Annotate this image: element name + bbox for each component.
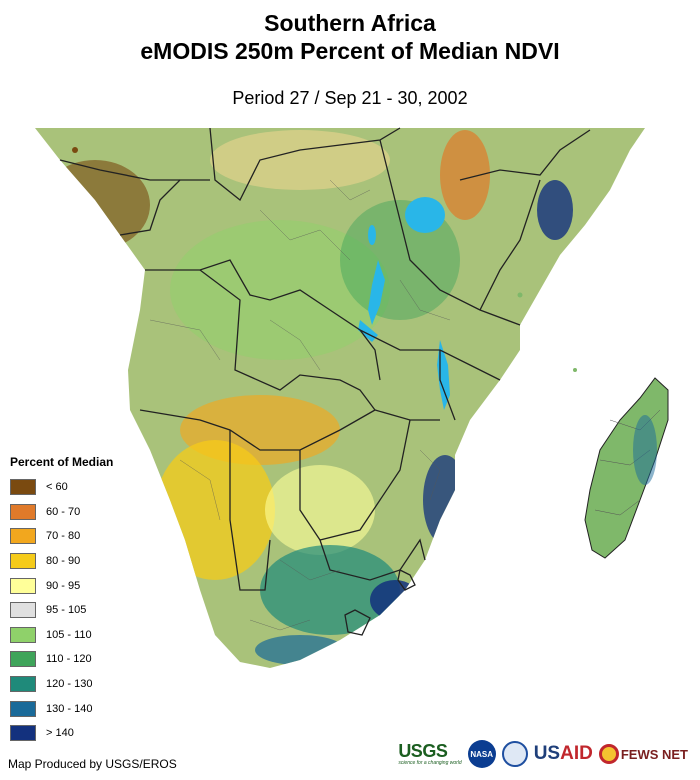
island-zanzibar [517,292,523,298]
legend-item: 90 - 95 [10,573,140,598]
legend-swatch [10,479,36,496]
legend-swatch [10,626,36,643]
ndvi-patch-east-highlands [440,130,490,220]
legend: Percent of Median < 60 60 - 70 70 - 80 80 -… [10,455,140,746]
legend-label: 105 - 110 [46,628,92,641]
legend-label: 130 - 140 [46,702,93,715]
partner-logos: USGS science for a changing world NASA U… [398,738,688,770]
ndvi-patch-north [210,130,390,190]
fews-globe-icon [598,744,619,764]
ndvi-patch-mozambique [423,455,467,545]
fews-net-text: FEWS NET [620,746,688,762]
ndvi-patch-west-coast [40,160,150,250]
legend-swatch [10,577,36,594]
legend-item: 70 - 80 [10,524,140,549]
legend-title: Percent of Median [10,455,114,469]
ndvi-map [0,120,700,760]
legend-swatch [10,700,36,717]
fews-net-logo: FEWS NET [598,744,688,764]
legend-swatch [10,503,36,520]
ndvi-patch-kenya-coast [537,180,573,240]
usgs-tagline: science for a changing world [398,760,462,766]
island-bioko [72,147,78,153]
madagascar-east-patch [633,415,657,485]
ndvi-patch-namibia [155,440,275,580]
legend-item: 120 - 130 [10,672,140,697]
usaid-logo: USAID [533,743,593,764]
island-comoros [573,368,577,372]
map-credit: Map Produced by USGS/EROS [8,757,177,771]
usgs-logo: USGS science for a changing world [398,742,461,766]
legend-item: 130 - 140 [10,696,140,721]
usgs-logo-text: USGS [398,741,448,761]
legend-item: 110 - 120 [10,647,140,672]
lake-kivu [368,225,376,245]
map-svg [35,127,669,668]
ndvi-patch-central [170,220,390,360]
legend-item: > 140 [10,721,140,746]
legend-swatch [10,528,36,545]
legend-swatch [10,725,36,742]
legend-label: < 60 [46,481,68,494]
map-subtitle: Period 27 / Sep 21 - 30, 2002 [232,88,468,108]
usaid-logo-us: US [533,743,561,764]
legend-label: 95 - 105 [46,604,87,617]
country-borders [59,127,591,636]
legend-label: > 140 [46,727,74,740]
legend-swatch [10,553,36,570]
legend-label: 80 - 90 [46,555,81,568]
lake-tanganyika [368,260,385,325]
legend-label: 70 - 80 [46,530,81,543]
legend-item: 105 - 110 [10,623,140,648]
nasa-logo: NASA [467,740,496,768]
admin-borders [149,179,451,631]
ndvi-patch-south-africa [260,545,400,635]
legend-item: 60 - 70 [10,500,140,525]
legend-item: 80 - 90 [10,549,140,574]
legend-swatch [10,602,36,619]
legend-label: 110 - 120 [46,653,92,666]
legend-swatch [10,651,36,668]
legend-item: < 60 [10,475,140,500]
legend-item: 95 - 105 [10,598,140,623]
legend-swatch [10,676,36,693]
legend-label: 60 - 70 [46,505,81,518]
usaid-logo-aid: AID [560,743,593,764]
map-title-line1: Southern Africa [264,10,436,36]
ndvi-patch-south-coast [255,635,345,665]
state-seal-icon [501,741,528,767]
legend-items: < 60 60 - 70 70 - 80 80 - 90 90 - 95 95 - 105… [10,475,140,746]
map-title-line2: eMODIS 250m Percent of Median NDVI [140,38,560,64]
legend-label: 120 - 130 [46,678,93,691]
madagascar [584,377,669,559]
lake-victoria [405,197,445,233]
legend-label: 90 - 95 [46,579,81,592]
